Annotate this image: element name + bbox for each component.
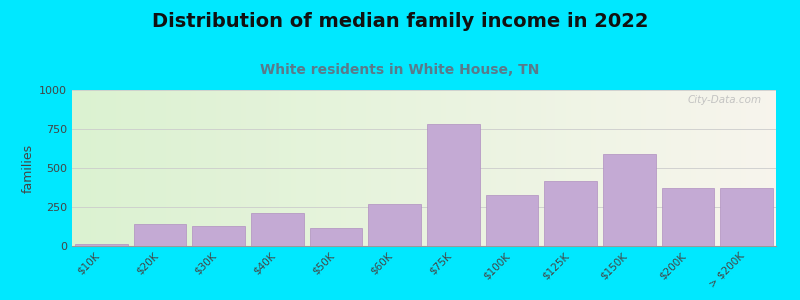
Bar	[720, 188, 773, 246]
Bar	[134, 224, 186, 246]
Bar	[544, 181, 597, 246]
Text: City-Data.com: City-Data.com	[688, 95, 762, 105]
Text: White residents in White House, TN: White residents in White House, TN	[260, 63, 540, 77]
Bar	[603, 154, 656, 246]
Y-axis label: families: families	[22, 143, 35, 193]
Bar	[486, 194, 538, 246]
Bar	[662, 188, 714, 246]
Bar	[427, 124, 480, 246]
Bar	[75, 244, 128, 246]
Bar	[251, 213, 304, 246]
Bar	[310, 228, 362, 246]
Bar	[192, 226, 245, 246]
Text: Distribution of median family income in 2022: Distribution of median family income in …	[152, 12, 648, 31]
Bar	[368, 204, 421, 246]
